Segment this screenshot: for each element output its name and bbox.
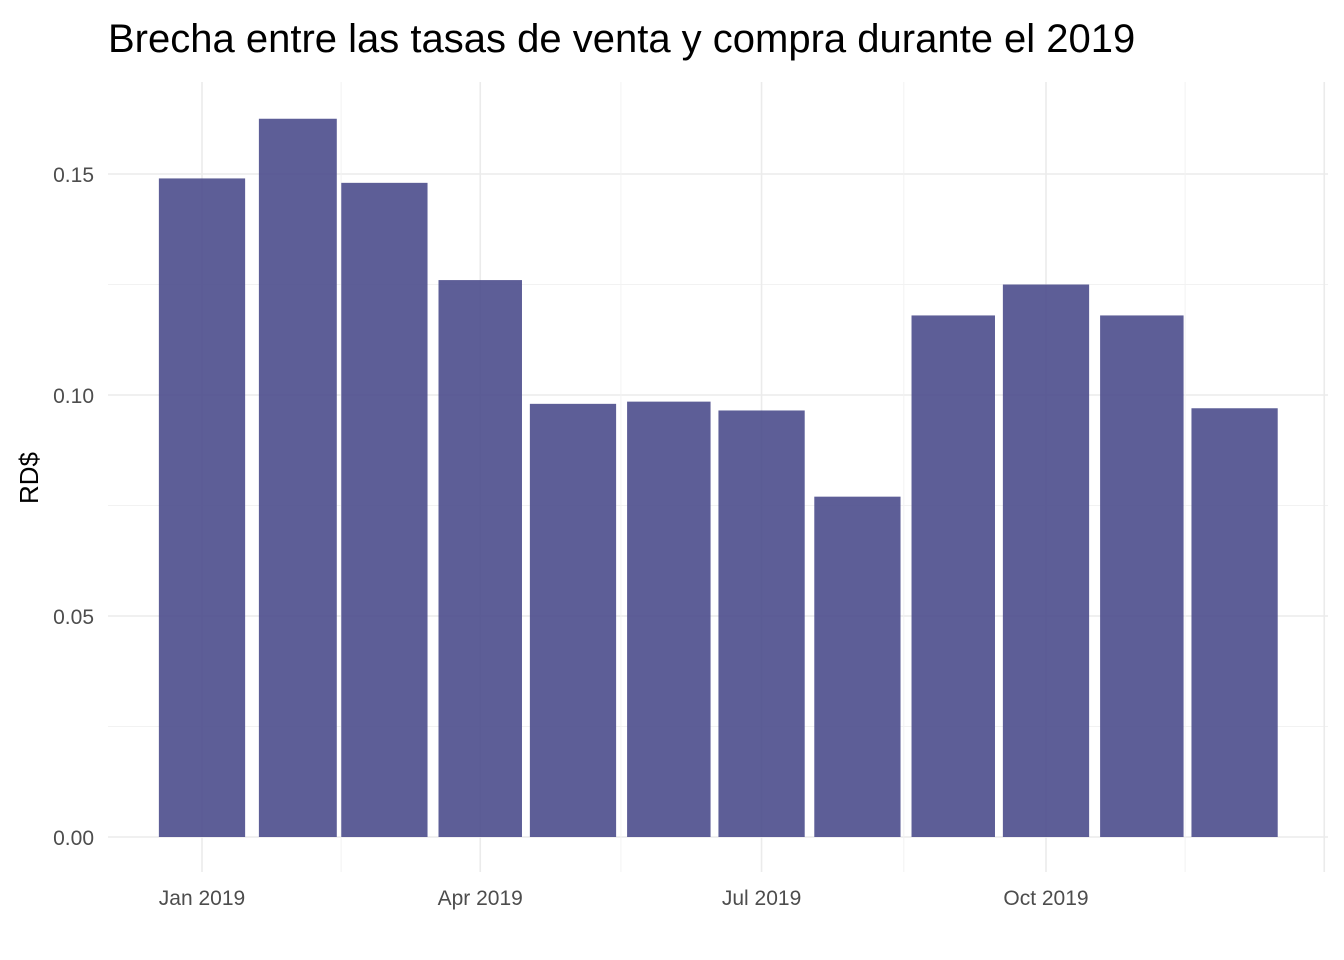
x-axis-ticks: Jan 2019 Apr 2019 Jul 2019 Oct 2019	[159, 887, 1089, 910]
bar-2019-04	[438, 280, 522, 838]
bar-2019-05	[529, 403, 617, 837]
bar-2019-06	[627, 401, 711, 837]
x-tick-label: Jul 2019	[722, 887, 801, 910]
y-tick-label: 0.10	[53, 385, 94, 408]
bar-2019-11	[1100, 315, 1184, 837]
bar-2019-10	[1002, 284, 1090, 837]
bars	[158, 118, 1278, 838]
x-tick-label: Jan 2019	[159, 887, 245, 910]
x-tick-label: Oct 2019	[1003, 887, 1088, 910]
bar-2019-03	[341, 182, 428, 838]
bar-2019-12	[1191, 408, 1278, 837]
y-tick-label: 0.05	[53, 606, 94, 629]
y-axis-ticks: 0.00 0.05 0.10 0.15	[53, 164, 94, 850]
bar-2019-01	[158, 178, 246, 838]
chart-title: Brecha entre las tasas de venta y compra…	[108, 17, 1135, 61]
bar-2019-09	[911, 315, 995, 837]
bar-2019-07	[718, 410, 805, 837]
y-tick-label: 0.00	[53, 827, 94, 850]
y-tick-label: 0.15	[53, 164, 94, 187]
x-tick-label: Apr 2019	[438, 887, 523, 910]
bar-2019-08	[814, 496, 901, 837]
bar-2019-02	[258, 118, 337, 837]
y-axis-label: RD$	[14, 451, 44, 504]
